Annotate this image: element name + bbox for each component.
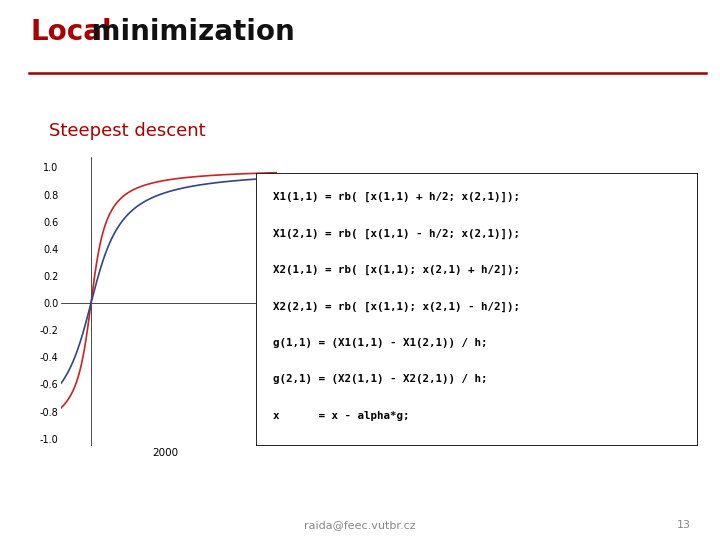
Text: x      = x - alpha*g;: x = x - alpha*g;	[274, 410, 410, 421]
Text: g(1,1) = (X1(1,1) - X1(2,1)) / h;: g(1,1) = (X1(1,1) - X1(2,1)) / h;	[274, 338, 488, 348]
Text: Local: Local	[30, 18, 112, 46]
Text: raida@feec.vutbr.cz: raida@feec.vutbr.cz	[304, 520, 416, 530]
Text: X1(1,1) = rb( [x(1,1) + h/2; x(2,1)]);: X1(1,1) = rb( [x(1,1) + h/2; x(2,1)]);	[274, 192, 521, 202]
Bar	[32, 501, 45, 524]
Bar	[19, 494, 58, 505]
Text: X2(1,1) = rb( [x(1,1); x(2,1) + h/2]);: X2(1,1) = rb( [x(1,1); x(2,1) + h/2]);	[274, 265, 521, 275]
Text: X2(2,1) = rb( [x(1,1); x(2,1) - h/2]);: X2(2,1) = rb( [x(1,1); x(2,1) - h/2]);	[274, 301, 521, 312]
FancyBboxPatch shape	[256, 173, 698, 445]
Text: X1(2,1) = rb( [x(1,1) - h/2; x(2,1)]);: X1(2,1) = rb( [x(1,1) - h/2; x(2,1)]);	[274, 228, 521, 239]
Text: minimization: minimization	[82, 18, 294, 46]
Text: Steepest descent: Steepest descent	[49, 122, 206, 140]
Text: g(2,1) = (X2(1,1) - X2(2,1)) / h;: g(2,1) = (X2(1,1) - X2(2,1)) / h;	[274, 374, 488, 384]
Text: 13: 13	[678, 520, 691, 530]
